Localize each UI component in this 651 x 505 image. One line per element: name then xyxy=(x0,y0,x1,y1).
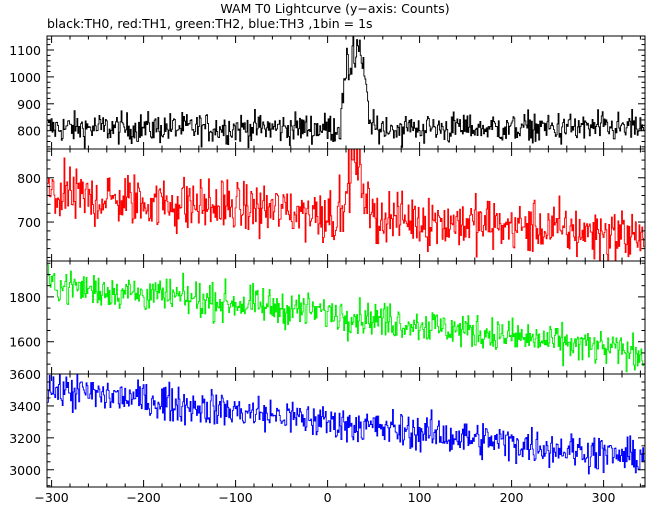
panels-group: 800 900 1000 1100 700 800 1600 1800 3000 3200 3400… xyxy=(9,35,646,488)
panel-frame xyxy=(46,260,646,375)
y-tick-label: 900 xyxy=(17,97,41,112)
x-tick-label: 300 xyxy=(592,490,616,505)
panel-th1: 700 800 xyxy=(17,148,646,262)
series-line-th2 xyxy=(47,264,645,373)
x-tick-label: −100 xyxy=(218,490,252,505)
series-line-th1 xyxy=(47,149,645,261)
series-line-th0 xyxy=(47,36,645,149)
x-axis: −300 −200 −100 0 100 200 300 xyxy=(34,490,615,505)
y-tick-label: 1100 xyxy=(9,43,41,58)
y-tick-label: 3000 xyxy=(9,463,41,478)
x-tick-label: −300 xyxy=(34,490,68,505)
y-tick-label: 800 xyxy=(17,171,41,186)
y-tick-label: 3200 xyxy=(9,431,41,446)
y-tick-label: 800 xyxy=(17,124,41,139)
panel-th3: 3000 3200 3400 3600 xyxy=(9,367,646,488)
y-tick-label: 3400 xyxy=(9,399,41,414)
series-line-th3 xyxy=(47,374,645,475)
y-tick-label: 1600 xyxy=(9,335,41,350)
x-tick-label: 0 xyxy=(324,490,332,505)
x-tick-label: 200 xyxy=(500,490,524,505)
panel-th0: 800 900 1000 1100 xyxy=(9,35,646,150)
y-tick-label: 1800 xyxy=(9,290,41,305)
chart-subtitle: black:TH0, red:TH1, green:TH2, blue:TH3 … xyxy=(47,16,373,31)
x-tick-label: −200 xyxy=(126,490,160,505)
y-tick-label: 700 xyxy=(17,215,41,230)
panel-th2: 1600 1800 xyxy=(9,260,646,375)
y-tick-label: 3600 xyxy=(9,367,41,382)
chart-title: WAM T0 Lightcurve (y−axis: Counts) xyxy=(220,1,449,16)
y-tick-label: 1000 xyxy=(9,70,41,85)
x-tick-label: 100 xyxy=(408,490,432,505)
